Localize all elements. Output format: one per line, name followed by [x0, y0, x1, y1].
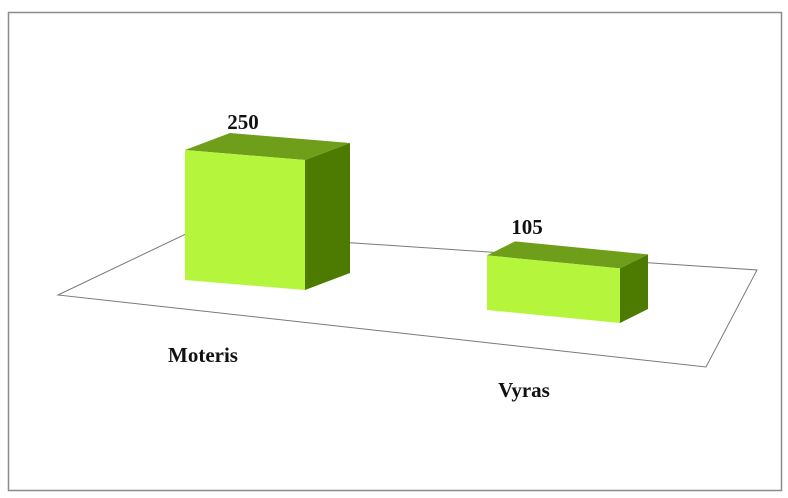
category-label: Moteris [168, 343, 238, 367]
category-label: Vyras [498, 378, 550, 402]
bar-top [487, 241, 648, 269]
bar-side [620, 254, 648, 323]
bar-side [305, 143, 350, 290]
bar [185, 150, 305, 290]
bar [487, 255, 620, 323]
data-label: 250 [227, 110, 259, 134]
data-label: 105 [511, 215, 543, 239]
bar-top [185, 133, 350, 160]
